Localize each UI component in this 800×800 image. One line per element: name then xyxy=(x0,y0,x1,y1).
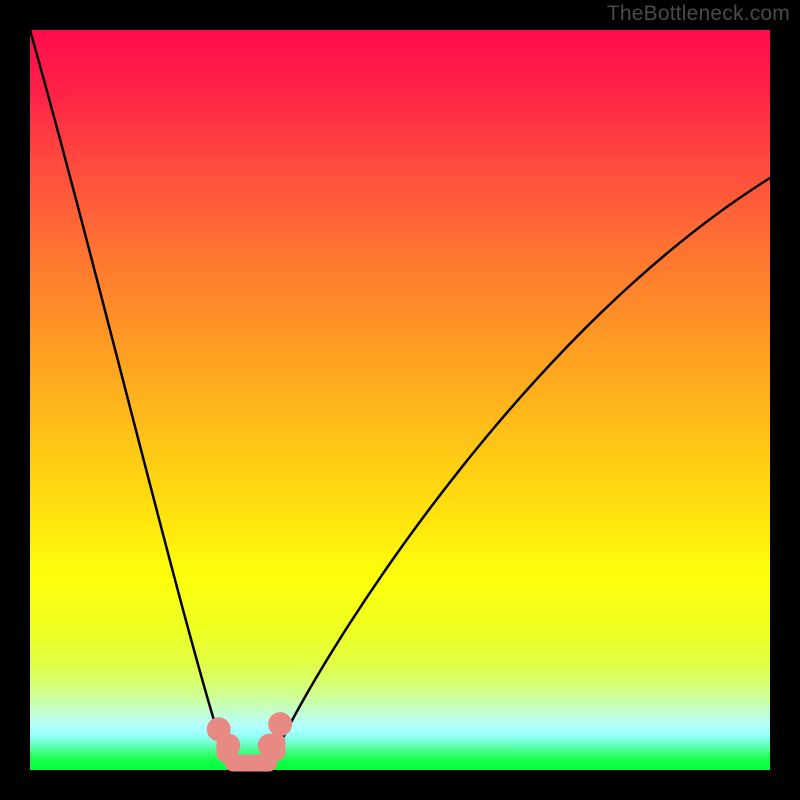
valley-marker-dot xyxy=(216,734,240,758)
chart-root: TheBottleneck.com xyxy=(0,0,800,800)
valley-marker-dot xyxy=(258,734,282,758)
chart-svg xyxy=(0,0,800,800)
watermark-text: TheBottleneck.com xyxy=(607,2,790,26)
valley-marker-dot xyxy=(268,712,292,736)
plot-bg xyxy=(30,30,770,770)
